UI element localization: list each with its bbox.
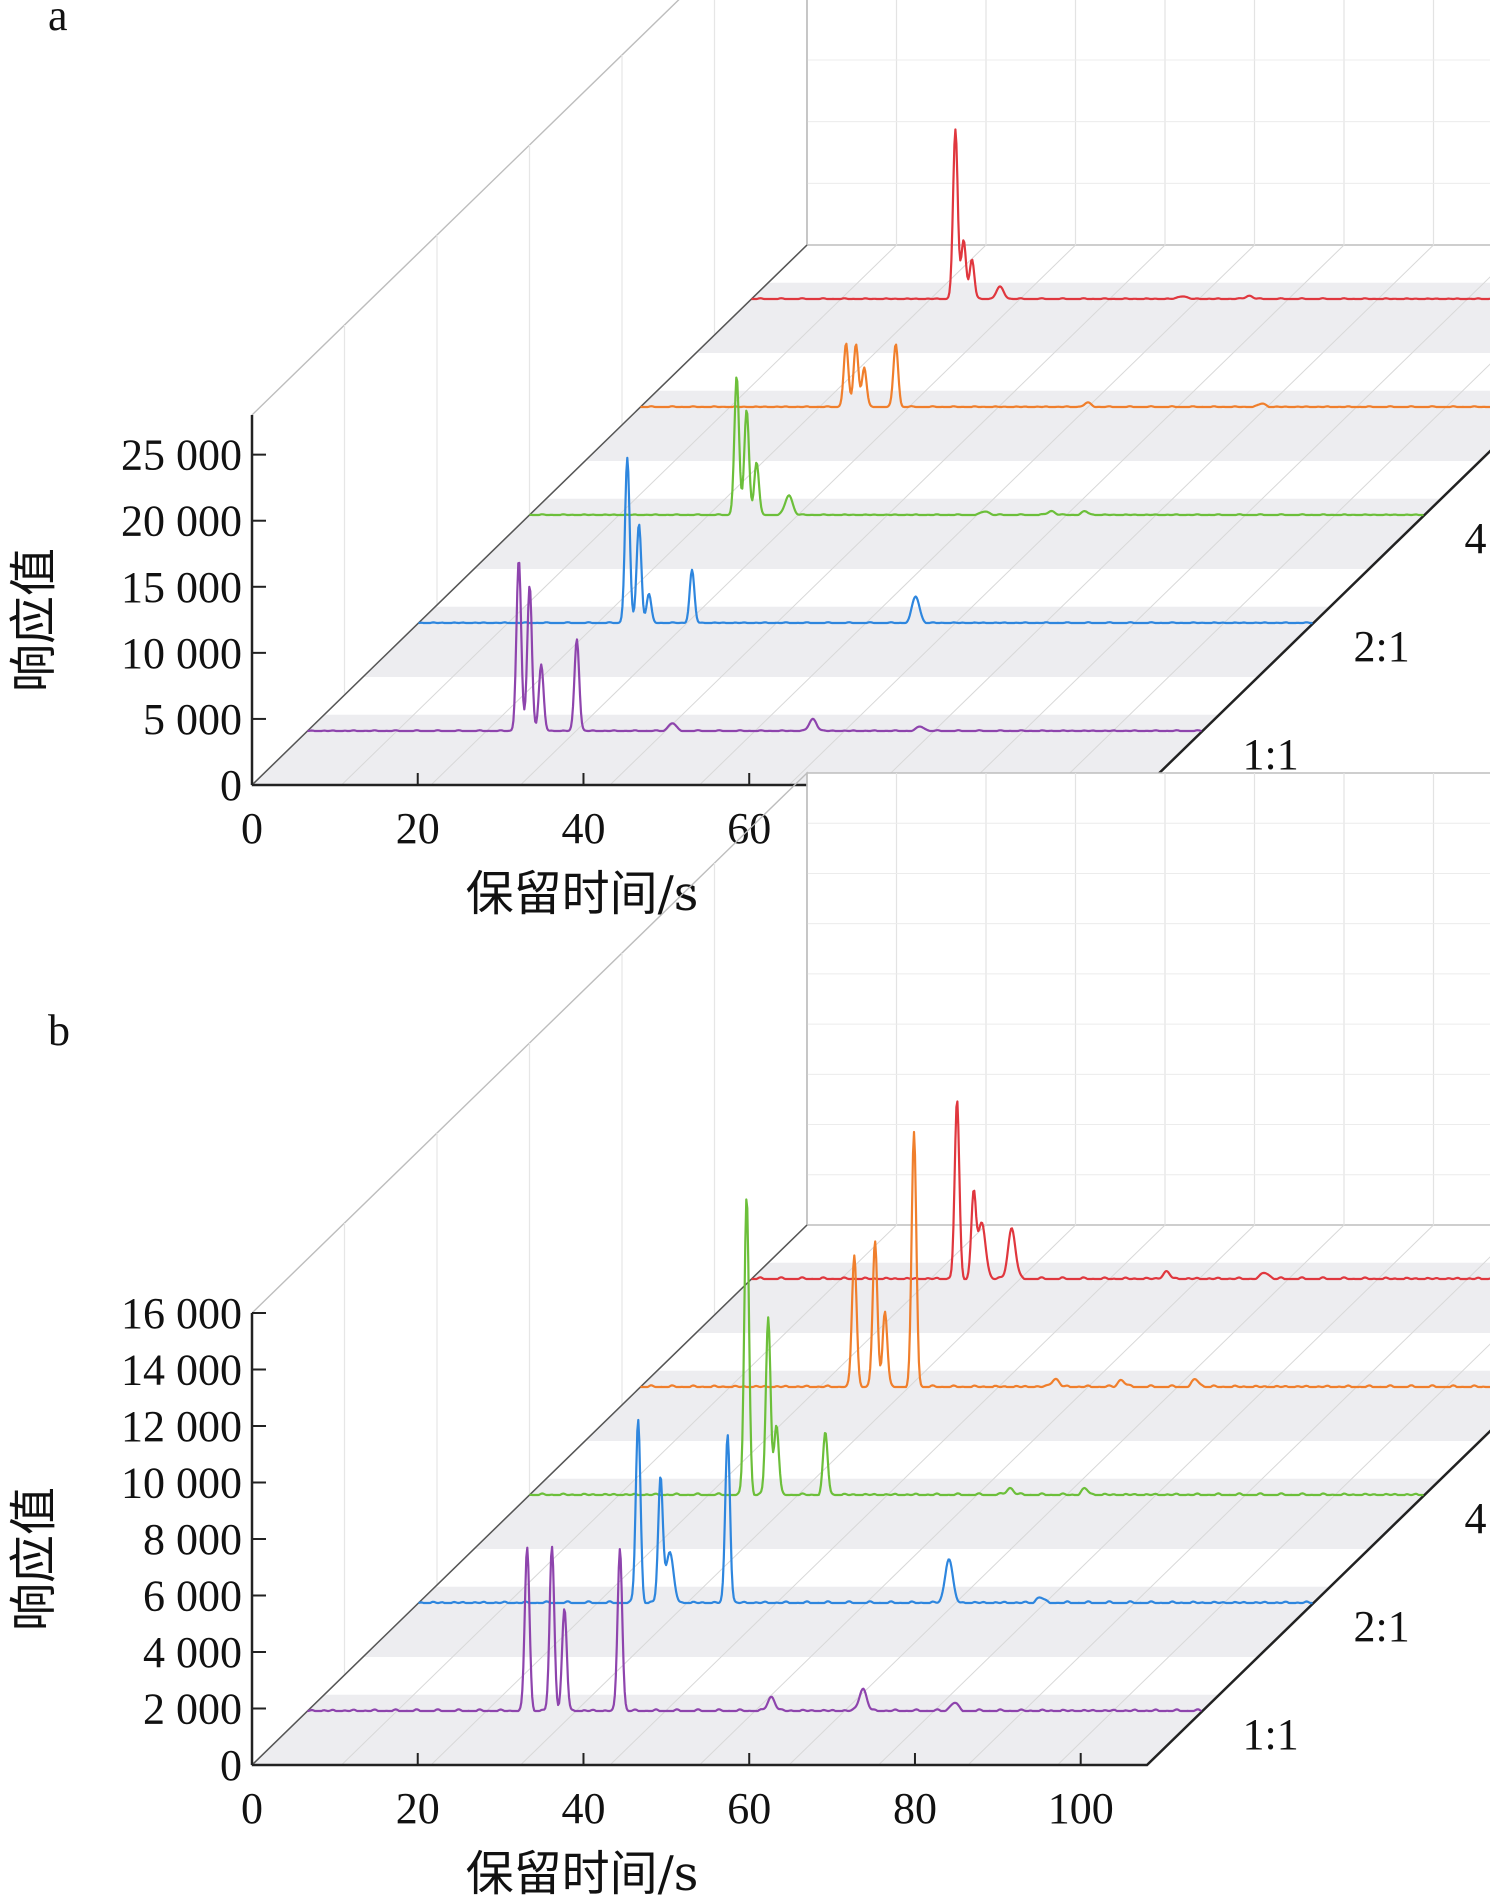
back-wall	[806, 772, 1490, 1226]
series-line-6-1	[640, 1130, 1490, 1389]
y-tick-label: 10 000	[121, 629, 242, 678]
series-label: 2:1	[1354, 622, 1410, 671]
x-tick-label: 80	[893, 1784, 937, 1833]
y-tick-label: 0	[220, 761, 242, 810]
floor-front-edge	[252, 1429, 1490, 1767]
y-tick-label: 10 000	[121, 1459, 242, 1508]
series-line-4-1	[529, 376, 1424, 517]
series-line-1-1	[307, 561, 1202, 733]
series-label: 1:1	[1243, 1710, 1299, 1759]
floor-band	[696, 1262, 1490, 1333]
x-tick-label: 20	[396, 1784, 440, 1833]
y-tick-label: 8 000	[143, 1515, 242, 1564]
x-tick-label: 0	[241, 804, 263, 853]
x-tick-label: 0	[241, 1784, 263, 1833]
y-tick-label: 4 000	[143, 1628, 242, 1677]
y-tick-label: 6 000	[143, 1572, 242, 1621]
y-tick-label: 5 000	[143, 695, 242, 744]
series-line-2-1	[418, 1418, 1313, 1605]
y-tick-label: 0	[220, 1741, 242, 1790]
series-line-8-1	[751, 1100, 1490, 1281]
y-tick-label: 15 000	[121, 563, 242, 612]
x-tick-label: 40	[561, 1784, 605, 1833]
x-tick-label: 60	[727, 1784, 771, 1833]
panel-label: a	[48, 0, 68, 40]
series-label: 2:1	[1354, 1602, 1410, 1651]
floor-band	[585, 390, 1490, 461]
series-line-4-1	[529, 1198, 1424, 1497]
series-line-8-1	[751, 128, 1490, 301]
y-axis-title: 响应值	[6, 1487, 62, 1631]
back-wall	[806, 0, 1490, 246]
x-axis-title: 保留时间/s	[466, 866, 699, 922]
x-tick-label: 20	[396, 804, 440, 853]
x-tick-label: 100	[1048, 1784, 1114, 1833]
floor-band	[696, 282, 1490, 353]
series-label: 4:1	[1465, 514, 1490, 563]
series-label: 4:1	[1465, 1494, 1490, 1543]
floor-band	[585, 1370, 1490, 1441]
y-tick-label: 20 000	[121, 497, 242, 546]
y-tick-label: 14 000	[121, 1346, 242, 1395]
series-line-2-1	[418, 456, 1313, 625]
y-tick-label: 16 000	[121, 1289, 242, 1338]
x-tick-label: 40	[561, 804, 605, 853]
series-line-6-1	[640, 342, 1490, 409]
x-axis-title: 保留时间/s	[466, 1846, 699, 1897]
y-tick-label: 2 000	[143, 1685, 242, 1734]
series-label: 1:1	[1243, 730, 1299, 779]
y-axis-title: 响应值	[6, 548, 62, 692]
y-tick-label: 12 000	[121, 1402, 242, 1451]
panel-label: b	[48, 1006, 70, 1055]
y-tick-label: 25 000	[121, 431, 242, 480]
series-line-1-1	[307, 1545, 1202, 1713]
